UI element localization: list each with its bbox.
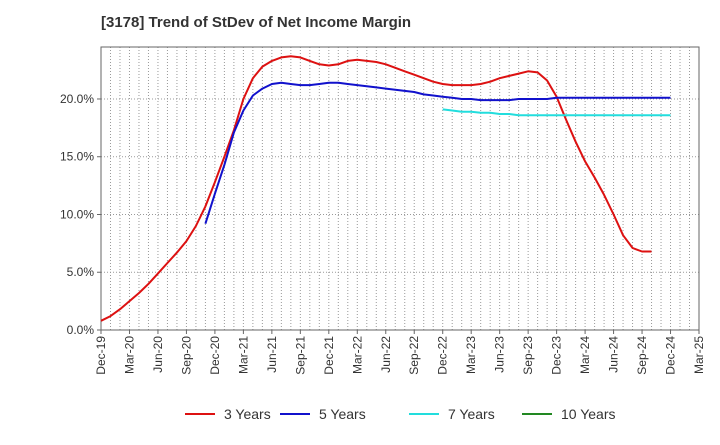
chart-title: [3178] Trend of StDev of Net Income Marg… [101, 14, 412, 31]
x-tick-label: Mar-24 [578, 336, 592, 374]
x-tick-label: Dec-23 [550, 336, 564, 375]
x-tick-label: Dec-24 [664, 336, 678, 375]
x-tick-label: Jun-22 [379, 336, 393, 373]
x-tick-label: Mar-21 [236, 336, 250, 374]
plot-area [101, 47, 699, 330]
x-tick-label: Sep-22 [407, 336, 421, 375]
x-tick-label: Sep-20 [179, 336, 193, 375]
x-tick-label: Dec-22 [436, 336, 450, 375]
x-tick-label: Sep-24 [635, 336, 649, 375]
legend-label: 5 Years [319, 406, 366, 422]
y-tick-label: 15.0% [60, 150, 94, 164]
series-line-7-years [442, 108, 671, 117]
x-tick-label: Jun-23 [493, 336, 507, 373]
plot-frame [100, 46, 700, 331]
y-tick-label: 20.0% [60, 92, 94, 106]
legend: 3 Years 5 Years 7 Years 10 Years [185, 406, 616, 422]
legend-label: 3 Years [224, 406, 271, 422]
x-tick-label: Mar-22 [350, 336, 364, 374]
x-tick-label: Dec-19 [94, 336, 108, 375]
x-tick-label: Sep-21 [293, 336, 307, 375]
x-tick-label: Mar-23 [464, 336, 478, 374]
x-tick-label: Dec-21 [322, 336, 336, 375]
series-line-5-years [204, 81, 671, 225]
series-line-3-years [100, 55, 652, 322]
x-tick-label: Dec-20 [208, 336, 222, 375]
legend-label: 10 Years [561, 406, 616, 422]
y-tick-label: 0.0% [67, 323, 95, 337]
x-tick-label: Sep-23 [521, 336, 535, 375]
x-tick-label: Jun-24 [607, 336, 621, 373]
y-tick-label: 10.0% [60, 207, 94, 221]
x-tick-label: Jun-21 [265, 336, 279, 373]
x-tick-label: Mar-20 [122, 336, 136, 374]
legend-label: 7 Years [448, 406, 495, 422]
x-tick-label: Mar-25 [692, 336, 706, 374]
x-tick-label: Jun-20 [151, 336, 165, 373]
y-tick-label: 5.0% [67, 265, 95, 279]
